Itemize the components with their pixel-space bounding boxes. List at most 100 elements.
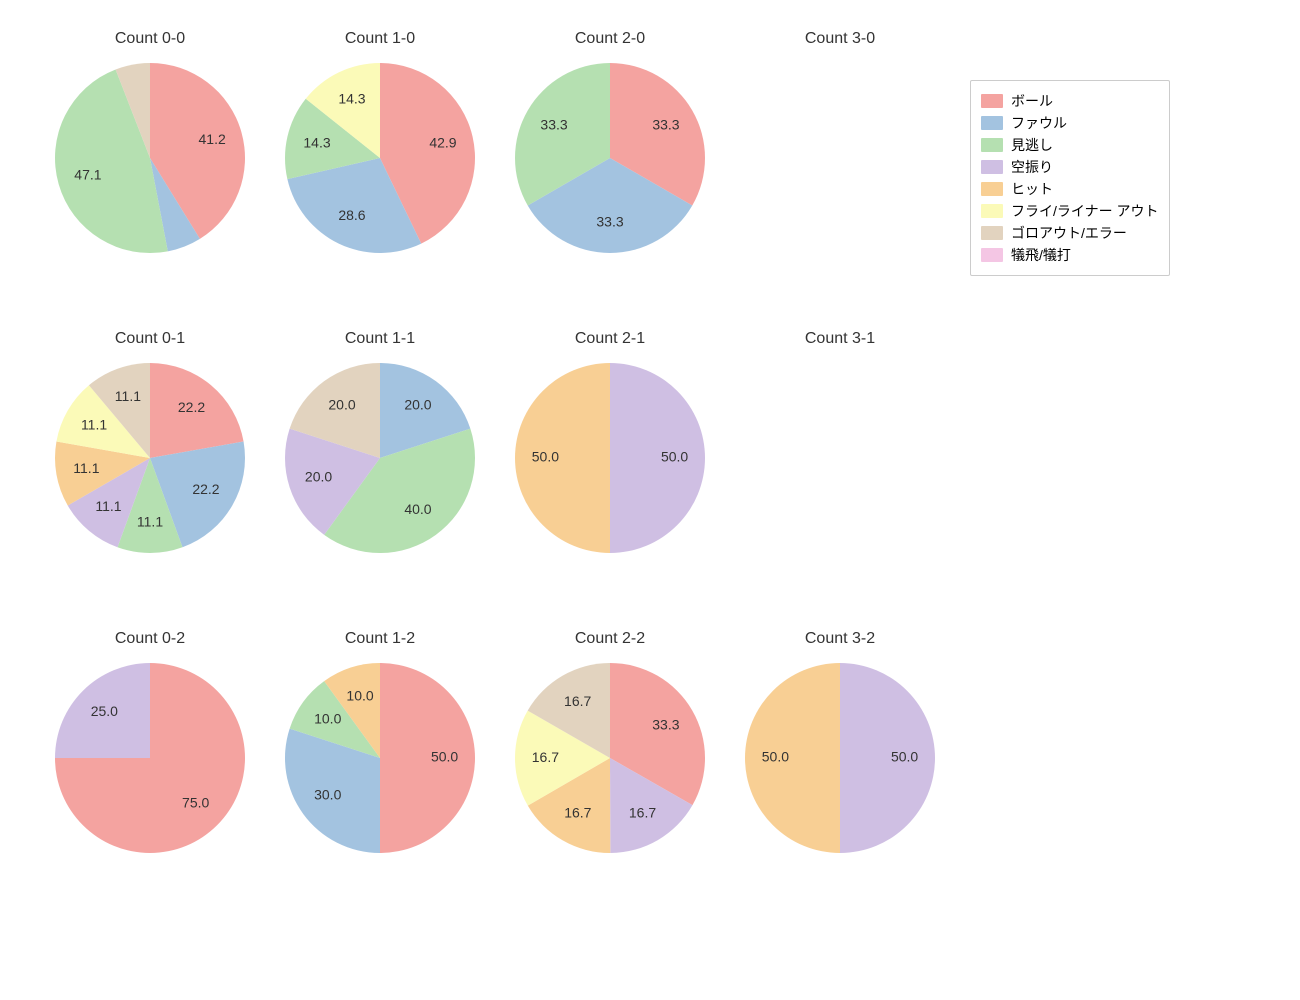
pie-slice-label: 10.0 (346, 687, 373, 703)
pie-chart-count-1-2: Count 1-2 50.0 30.0 10.0 10.0 (280, 630, 480, 858)
pie-svg: 42.9 28.6 14.3 14.3 (280, 58, 480, 258)
pie-slice-label: 28.6 (338, 207, 365, 223)
pie-slice-label: 41.2 (199, 131, 226, 147)
pie-chart-count-2-2: Count 2-2 33.3 16.7 16.7 16.7 16.7 (510, 630, 710, 858)
pie-slice-label: 50.0 (762, 749, 789, 765)
pie-slice (380, 663, 475, 853)
legend-item: 犠飛/犠打 (981, 245, 1159, 265)
legend-swatch (981, 160, 1003, 174)
legend-item: ボール (981, 91, 1159, 111)
pie-slice-label: 75.0 (182, 794, 209, 810)
pie-chart-count-3-1: Count 3-1 (740, 330, 940, 558)
pie-svg: 20.0 40.0 20.0 20.0 (280, 358, 480, 558)
pie-slice-label: 14.3 (338, 91, 365, 107)
pie-grid-container: Count 0-0 41.2 47.1 Count 1-0 42.9 28.6 14.3 14… (0, 0, 1300, 1000)
pie-title: Count 1-2 (280, 630, 480, 648)
pie-slice-label: 47.1 (74, 167, 101, 183)
legend-swatch (981, 94, 1003, 108)
legend-swatch (981, 204, 1003, 218)
legend-label: ファウル (1011, 113, 1067, 133)
pie-slice (840, 663, 935, 853)
legend-item: ヒット (981, 179, 1159, 199)
pie-slice-label: 50.0 (431, 749, 458, 765)
pie-title: Count 0-2 (50, 630, 250, 648)
pie-slice-label: 11.1 (137, 513, 163, 529)
pie-slice-label: 33.3 (652, 116, 679, 132)
pie-slice-label: 50.0 (661, 449, 688, 465)
pie-svg: 33.3 33.3 33.3 (510, 58, 710, 258)
legend-item: 空振り (981, 157, 1159, 177)
legend-label: ヒット (1011, 179, 1053, 199)
legend: ボールファウル見逃し空振りヒットフライ/ライナー アウトゴロアウト/エラー犠飛/… (970, 80, 1170, 276)
legend-swatch (981, 116, 1003, 130)
pie-slice (745, 663, 840, 853)
pie-title: Count 3-1 (740, 330, 940, 348)
pie-slice-label: 11.1 (81, 416, 107, 432)
legend-swatch (981, 226, 1003, 240)
legend-item: ファウル (981, 113, 1159, 133)
pie-title: Count 1-1 (280, 330, 480, 348)
legend-label: フライ/ライナー アウト (1011, 201, 1159, 221)
pie-slice-label: 11.1 (73, 460, 99, 476)
legend-item: ゴロアウト/エラー (981, 223, 1159, 243)
pie-title: Count 3-0 (740, 30, 940, 48)
legend-label: 犠飛/犠打 (1011, 245, 1071, 265)
pie-slice-label: 50.0 (532, 449, 559, 465)
pie-chart-count-3-0: Count 3-0 (740, 30, 940, 258)
pie-slice-label: 22.2 (178, 399, 205, 415)
pie-svg: 50.0 30.0 10.0 10.0 (280, 658, 480, 858)
pie-title: Count 0-0 (50, 30, 250, 48)
pie-slice-label: 33.3 (652, 716, 679, 732)
pie-slice-label: 30.0 (314, 787, 341, 803)
pie-slice-label: 16.7 (629, 805, 656, 821)
pie-slice (515, 363, 610, 553)
legend-swatch (981, 248, 1003, 262)
legend-label: 見逃し (1011, 135, 1053, 155)
pie-svg: 41.2 47.1 (50, 58, 250, 258)
legend-label: ボール (1011, 91, 1053, 111)
legend-item: 見逃し (981, 135, 1159, 155)
pie-title: Count 1-0 (280, 30, 480, 48)
pie-slice-label: 16.7 (564, 693, 591, 709)
pie-slice-label: 16.7 (532, 749, 559, 765)
legend-swatch (981, 182, 1003, 196)
pie-slice-label: 40.0 (404, 501, 431, 517)
pie-slice-label: 11.1 (95, 498, 121, 514)
pie-svg: 33.3 16.7 16.7 16.7 16.7 (510, 658, 710, 858)
pie-title: Count 2-1 (510, 330, 710, 348)
pie-chart-count-0-1: Count 0-1 22.2 22.2 11.1 11.1 11.1 11.1 11.1 (50, 330, 250, 558)
pie-chart-count-2-0: Count 2-0 33.3 33.3 33.3 (510, 30, 710, 258)
pie-title: Count 3-2 (740, 630, 940, 648)
pie-chart-count-1-0: Count 1-0 42.9 28.6 14.3 14.3 (280, 30, 480, 258)
legend-label: 空振り (1011, 157, 1053, 177)
pie-slice-label: 20.0 (328, 396, 355, 412)
pie-slice-label: 14.3 (303, 134, 330, 150)
pie-svg (740, 58, 940, 258)
pie-chart-count-1-1: Count 1-1 20.0 40.0 20.0 20.0 (280, 330, 480, 558)
pie-slice (610, 363, 705, 553)
pie-title: Count 2-2 (510, 630, 710, 648)
pie-svg: 50.0 50.0 (510, 358, 710, 558)
pie-slice-label: 33.3 (540, 116, 567, 132)
pie-chart-count-0-2: Count 0-2 75.0 25.0 (50, 630, 250, 858)
pie-slice-label: 20.0 (404, 396, 431, 412)
pie-slice-label: 42.9 (429, 134, 456, 150)
pie-svg: 75.0 25.0 (50, 658, 250, 858)
pie-title: Count 2-0 (510, 30, 710, 48)
pie-slice-label: 25.0 (91, 703, 118, 719)
pie-slice-label: 11.1 (115, 388, 141, 404)
pie-slice-label: 22.2 (192, 481, 219, 497)
pie-slice-label: 33.3 (596, 213, 623, 229)
legend-swatch (981, 138, 1003, 152)
pie-chart-count-0-0: Count 0-0 41.2 47.1 (50, 30, 250, 258)
pie-slice-label: 10.0 (314, 711, 341, 727)
legend-item: フライ/ライナー アウト (981, 201, 1159, 221)
pie-chart-count-3-2: Count 3-2 50.0 50.0 (740, 630, 940, 858)
legend-label: ゴロアウト/エラー (1011, 223, 1127, 243)
pie-title: Count 0-1 (50, 330, 250, 348)
pie-slice-label: 16.7 (564, 805, 591, 821)
pie-svg (740, 358, 940, 558)
pie-slice-label: 20.0 (305, 469, 332, 485)
pie-slice-label: 50.0 (891, 749, 918, 765)
pie-chart-count-2-1: Count 2-1 50.0 50.0 (510, 330, 710, 558)
